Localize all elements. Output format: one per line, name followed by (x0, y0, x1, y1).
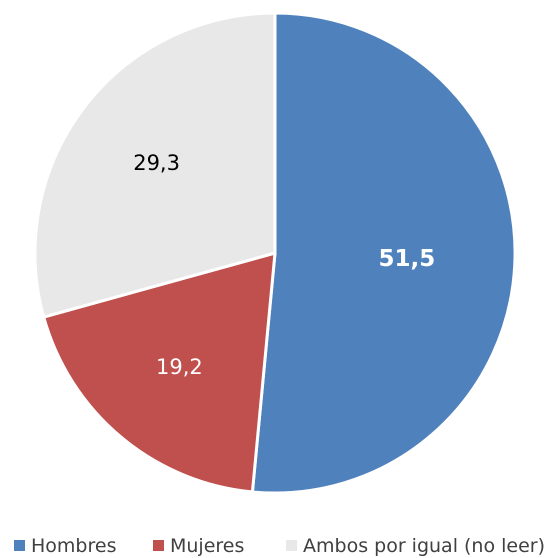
legend-label-hombres: Hombres (31, 535, 116, 557)
legend: Hombres Mujeres Ambos por igual (no leer… (14, 535, 545, 557)
legend-item-mujeres: Mujeres (153, 535, 244, 557)
legend-label-mujeres: Mujeres (170, 535, 244, 557)
legend-label-ambos: Ambos por igual (no leer) (303, 535, 545, 557)
legend-swatch-ambos (286, 540, 297, 551)
slice-hombres (250, 11, 517, 495)
slice-mujeres (42, 251, 277, 494)
legend-swatch-mujeres (153, 540, 164, 551)
legend-item-ambos: Ambos por igual (no leer) (286, 535, 545, 557)
pie-slices (33, 11, 517, 495)
slice-ambos (33, 11, 277, 319)
data-label-ambos: 29,3 (133, 151, 180, 175)
pie-data-labels: 51,5 19,2 29,3 (133, 151, 435, 379)
legend-item-hombres: Hombres (14, 535, 116, 557)
legend-swatch-hombres (14, 540, 25, 551)
data-label-hombres: 51,5 (379, 246, 436, 272)
data-label-mujeres: 19,2 (156, 355, 203, 379)
